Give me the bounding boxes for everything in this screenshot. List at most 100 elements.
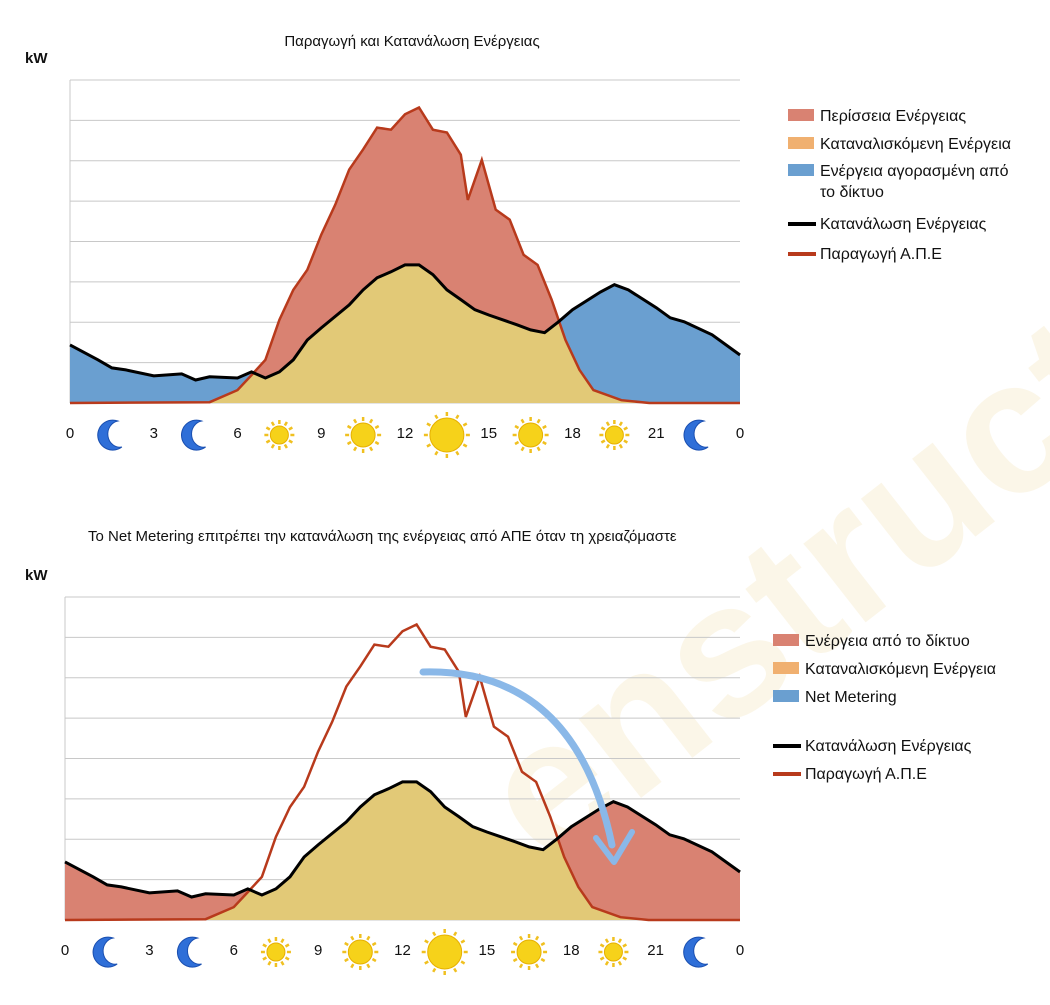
sun-icon-small	[599, 420, 630, 450]
sun-icon-medium	[511, 934, 548, 970]
x-tick-label: 15	[479, 942, 496, 959]
legend-line-swatch	[788, 252, 816, 256]
sun-ray	[432, 967, 437, 973]
sun-ray	[350, 963, 355, 969]
sun-ray	[599, 943, 605, 948]
moon-shape	[181, 419, 206, 451]
consumed-area	[65, 781, 740, 920]
chart-1-title: Παραγωγή και Κατανάλωση Ενέργειας	[284, 33, 539, 50]
sun-ray	[455, 450, 460, 456]
moon-icon	[683, 936, 709, 968]
sun-ray	[353, 418, 358, 424]
sun-disc	[518, 422, 544, 448]
sun-ray	[267, 960, 272, 966]
sun-ray	[267, 938, 272, 944]
sun-disc	[603, 942, 623, 962]
sun-ray	[344, 941, 349, 947]
sun-ray	[374, 440, 380, 446]
sun-disc	[516, 939, 542, 965]
moon-shape	[176, 936, 202, 968]
sun-ray	[534, 935, 540, 941]
sun-ray	[514, 440, 520, 446]
x-tick-label: 3	[145, 942, 153, 959]
sun-ray	[520, 446, 525, 452]
sun-ray	[518, 963, 524, 969]
x-tick-label: 6	[233, 425, 241, 442]
legend-swatch	[788, 109, 814, 121]
legend-line-swatch	[788, 222, 816, 226]
sun-ray	[369, 418, 374, 424]
sun-disc	[427, 934, 463, 970]
chart-2-y-label: kW	[25, 567, 48, 584]
sun-ray	[536, 418, 541, 424]
sun-ray	[265, 439, 271, 444]
legend-label: Καταναλισκόμενη Ενέργεια	[820, 136, 1011, 153]
x-tick-label: 0	[61, 942, 69, 959]
chart-2: 0 3 6 9 12 15 18 21 0 Ενέργεια από το δίκτυο Καταν…	[61, 596, 996, 975]
sun-ray	[350, 935, 355, 941]
sun-icon-large	[423, 412, 470, 458]
sun-ray	[265, 426, 271, 431]
legend-label: το δίκτυο	[820, 184, 884, 201]
sun-ray	[542, 424, 547, 430]
sun-ray	[617, 938, 623, 944]
x-tick-label: 21	[647, 942, 664, 959]
sun-ray	[284, 943, 290, 948]
legend-label: Ενέργεια από το δίκτυο	[805, 633, 970, 650]
moon-shape	[683, 936, 709, 968]
sun-ray	[288, 426, 293, 431]
sun-icon-medium	[512, 417, 549, 453]
sun-ray	[424, 939, 429, 944]
sun-ray	[460, 960, 466, 965]
sun-ray	[432, 931, 437, 937]
legend-label: Κατανάλωση Ενέργειας	[820, 216, 987, 233]
sun-ray	[366, 935, 371, 941]
sun-ray	[600, 426, 606, 431]
legend-swatch	[773, 634, 799, 646]
x-tick-label: 0	[66, 425, 74, 442]
sun-ray	[426, 443, 432, 448]
legend-label: Παραγωγή Α.Π.Ε	[820, 246, 942, 263]
chart-1-y-label: kW	[25, 50, 48, 67]
sun-ray	[434, 414, 439, 420]
sun-ray	[434, 450, 439, 456]
sun-ray	[280, 960, 285, 966]
x-tick-label: 12	[397, 425, 414, 442]
sun-ray	[353, 446, 358, 452]
sun-ray	[518, 935, 524, 941]
moon-shape	[683, 419, 709, 451]
moon-icon	[97, 419, 123, 451]
production-line	[64, 622, 740, 922]
legend-label: Περίσσεια Ενέργειας	[820, 108, 966, 125]
moon-shape	[97, 419, 123, 451]
moon-icon	[683, 419, 709, 451]
sun-ray	[623, 439, 628, 444]
x-tick-label: 18	[563, 942, 580, 959]
sun-icon-large	[421, 929, 468, 975]
legend-label: Κατανάλωση Ενέργειας	[805, 738, 972, 755]
sun-disc	[350, 422, 376, 448]
x-tick-label: 9	[317, 425, 325, 442]
arrow-head	[593, 829, 635, 865]
legend-label: Net Metering	[805, 689, 897, 706]
sun-ray	[270, 443, 275, 449]
x-tick-label: 0	[736, 425, 744, 442]
sun-ray	[283, 443, 288, 449]
sun-icon-small	[260, 937, 291, 967]
consumption-line	[69, 263, 741, 382]
legend-swatch	[788, 164, 814, 176]
legend-label: Παραγωγή Α.Π.Ε	[805, 766, 927, 783]
sun-ray	[520, 418, 525, 424]
sun-ray	[599, 956, 605, 961]
chart-2-title: Το Net Metering επιτρέπει την κατανάλωση…	[88, 528, 677, 545]
sun-ray	[280, 938, 285, 944]
sun-ray	[344, 957, 349, 963]
sun-disc	[347, 939, 373, 965]
x-tick-label: 6	[230, 942, 238, 959]
sun-ray	[462, 443, 468, 448]
sun-ray	[600, 439, 606, 444]
sun-ray	[605, 443, 610, 449]
sun-ray	[453, 931, 458, 937]
consumed-area	[70, 264, 740, 403]
